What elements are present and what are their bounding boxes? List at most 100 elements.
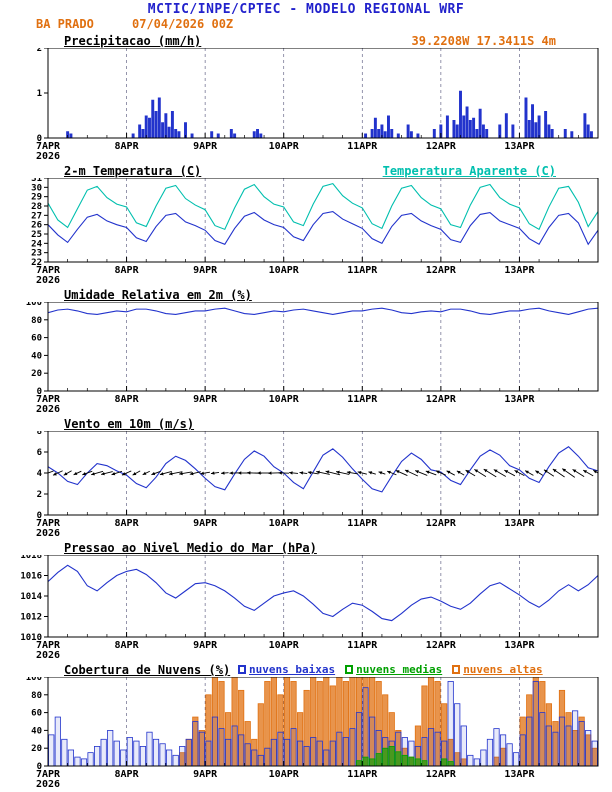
svg-text:13APR: 13APR bbox=[504, 141, 535, 152]
svg-text:12APR: 12APR bbox=[426, 265, 457, 276]
main-title: MCTIC/INPE/CPTEC - MODELO REGIONAL WRF bbox=[147, 2, 465, 17]
svg-text:10APR: 10APR bbox=[269, 265, 300, 276]
legend-swatch-high-clouds-icon bbox=[452, 665, 461, 674]
svg-text:11APR: 11APR bbox=[347, 394, 378, 405]
panel-title-cloudcover: Cobertura de Nuvens (%) bbox=[64, 663, 231, 677]
svg-text:31: 31 bbox=[31, 178, 42, 184]
svg-text:13APR: 13APR bbox=[504, 769, 535, 780]
panel-precipitation-titlerow: Precipitacao (mm/h) 39.2208W 17.3411S 4m bbox=[0, 34, 612, 48]
panel-humidity: Umidade Relativa em 2m (%) 0 20 40 60 80 100 7… bbox=[0, 288, 612, 415]
svg-text:9APR: 9APR bbox=[193, 518, 218, 529]
svg-text:13APR: 13APR bbox=[504, 640, 535, 651]
svg-text:1014: 1014 bbox=[20, 592, 42, 602]
svg-text:7APR: 7APR bbox=[36, 265, 61, 276]
svg-text:7APR: 7APR bbox=[36, 518, 61, 529]
svg-text:40: 40 bbox=[31, 351, 42, 361]
svg-text:10APR: 10APR bbox=[269, 394, 300, 405]
svg-text:1018: 1018 bbox=[20, 555, 42, 561]
svg-text:2026: 2026 bbox=[36, 275, 60, 286]
svg-text:8: 8 bbox=[37, 431, 42, 437]
panel-title-precipitation: Precipitacao (mm/h) bbox=[64, 34, 202, 48]
apparent-temperature-label: Temperatura Aparente (C) bbox=[382, 164, 556, 178]
svg-text:7APR: 7APR bbox=[36, 394, 61, 405]
svg-text:10APR: 10APR bbox=[269, 640, 300, 651]
svg-text:24: 24 bbox=[31, 239, 42, 249]
panel-pressure: Pressao ao Nivel Medio do Mar (hPa) 1010… bbox=[0, 541, 612, 661]
svg-text:2026: 2026 bbox=[36, 650, 60, 661]
legend-item-mid-clouds: nuvens medias bbox=[345, 663, 442, 676]
svg-text:12APR: 12APR bbox=[426, 769, 457, 780]
svg-text:25: 25 bbox=[31, 230, 42, 240]
panel-precipitation: Precipitacao (mm/h) 39.2208W 17.3411S 4m… bbox=[0, 34, 612, 162]
panel-cloudcover: Cobertura de Nuvens (%) nuvens baixas nu… bbox=[0, 663, 612, 790]
svg-text:1012: 1012 bbox=[20, 613, 42, 623]
svg-text:1: 1 bbox=[37, 89, 42, 99]
panel-wind-titlerow: Vento em 10m (m/s) bbox=[0, 417, 612, 431]
svg-text:2026: 2026 bbox=[36, 779, 60, 790]
panel-title-wind: Vento em 10m (m/s) bbox=[64, 417, 195, 431]
svg-text:10APR: 10APR bbox=[269, 518, 300, 529]
svg-text:4: 4 bbox=[37, 469, 43, 479]
svg-text:13APR: 13APR bbox=[504, 394, 535, 405]
svg-text:8APR: 8APR bbox=[115, 394, 140, 405]
svg-text:11APR: 11APR bbox=[347, 518, 378, 529]
svg-text:6: 6 bbox=[37, 448, 42, 458]
header-subrow: BA PRADO 07/04/2026 00Z bbox=[0, 17, 612, 32]
svg-text:2026: 2026 bbox=[36, 528, 60, 539]
svg-text:10APR: 10APR bbox=[269, 769, 300, 780]
svg-text:0: 0 bbox=[37, 134, 42, 144]
svg-text:100: 100 bbox=[26, 677, 42, 683]
svg-text:60: 60 bbox=[31, 334, 42, 344]
svg-text:2026: 2026 bbox=[36, 404, 60, 415]
svg-text:22: 22 bbox=[31, 258, 42, 268]
svg-text:12APR: 12APR bbox=[426, 518, 457, 529]
svg-text:0: 0 bbox=[37, 511, 42, 521]
svg-text:9APR: 9APR bbox=[193, 769, 218, 780]
svg-text:1010: 1010 bbox=[20, 633, 42, 643]
svg-text:28: 28 bbox=[31, 202, 42, 212]
svg-text:2026: 2026 bbox=[36, 151, 60, 162]
svg-text:9APR: 9APR bbox=[193, 265, 218, 276]
station-label: BA PRADO bbox=[36, 17, 94, 31]
panel-wind: Vento em 10m (m/s) 0 2 4 6 8 7APR 2026 8APR 9APR… bbox=[0, 417, 612, 539]
svg-text:80: 80 bbox=[31, 691, 42, 701]
svg-text:1016: 1016 bbox=[20, 572, 42, 582]
panel-cloudcover-titlerow: Cobertura de Nuvens (%) nuvens baixas nu… bbox=[0, 663, 612, 677]
panel-pressure-titlerow: Pressao ao Nivel Medio do Mar (hPa) bbox=[0, 541, 612, 555]
legend-label-low-clouds: nuvens baixas bbox=[249, 663, 336, 676]
svg-text:9APR: 9APR bbox=[193, 141, 218, 152]
legend-swatch-low-clouds-icon bbox=[238, 665, 246, 674]
svg-text:9APR: 9APR bbox=[193, 394, 218, 405]
svg-text:10APR: 10APR bbox=[269, 141, 300, 152]
svg-text:7APR: 7APR bbox=[36, 769, 61, 780]
panel-temperature: 2-m Temperatura (C) Temperatura Aparente… bbox=[0, 164, 612, 286]
panel-temperature-titlerow: 2-m Temperatura (C) Temperatura Aparente… bbox=[0, 164, 612, 178]
svg-text:30: 30 bbox=[31, 183, 42, 193]
svg-text:8APR: 8APR bbox=[115, 141, 140, 152]
svg-text:80: 80 bbox=[31, 316, 42, 326]
svg-text:2: 2 bbox=[37, 490, 42, 500]
svg-text:100: 100 bbox=[26, 302, 42, 308]
svg-text:60: 60 bbox=[31, 709, 42, 719]
svg-text:20: 20 bbox=[31, 744, 42, 754]
svg-text:13APR: 13APR bbox=[504, 265, 535, 276]
svg-text:13APR: 13APR bbox=[504, 518, 535, 529]
svg-text:40: 40 bbox=[31, 726, 42, 736]
panel-humidity-titlerow: Umidade Relativa em 2m (%) bbox=[0, 288, 612, 302]
svg-text:11APR: 11APR bbox=[347, 265, 378, 276]
cloud-legend: nuvens baixas nuvens medias nuvens altas bbox=[238, 663, 543, 676]
svg-text:11APR: 11APR bbox=[347, 640, 378, 651]
svg-text:27: 27 bbox=[31, 211, 42, 221]
svg-text:2: 2 bbox=[37, 48, 42, 54]
svg-text:8APR: 8APR bbox=[115, 640, 140, 651]
svg-text:29: 29 bbox=[31, 193, 42, 203]
svg-text:0: 0 bbox=[37, 387, 42, 397]
svg-text:8APR: 8APR bbox=[115, 518, 140, 529]
svg-text:11APR: 11APR bbox=[347, 769, 378, 780]
